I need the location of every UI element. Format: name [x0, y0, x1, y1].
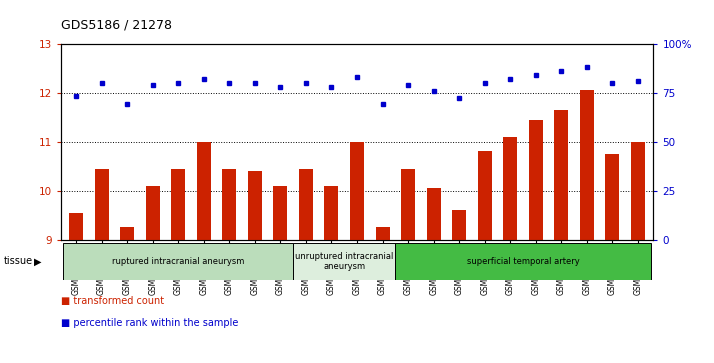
Bar — [401, 168, 415, 240]
Bar — [64, 243, 293, 280]
Bar — [605, 154, 620, 240]
Bar — [171, 168, 185, 240]
Bar — [248, 171, 262, 240]
Bar — [293, 243, 396, 280]
Bar — [426, 188, 441, 240]
Bar — [146, 185, 160, 240]
Text: ■ percentile rank within the sample: ■ percentile rank within the sample — [61, 318, 238, 328]
Bar — [452, 210, 466, 240]
Bar — [478, 151, 492, 240]
Text: ▶: ▶ — [34, 256, 42, 266]
Text: ruptured intracranial aneurysm: ruptured intracranial aneurysm — [112, 257, 244, 266]
Text: superficial temporal artery: superficial temporal artery — [467, 257, 579, 266]
Bar — [529, 119, 543, 240]
Bar — [273, 185, 288, 240]
Bar — [376, 227, 390, 240]
Bar — [350, 142, 364, 240]
Text: tissue: tissue — [4, 256, 33, 266]
Bar — [222, 168, 236, 240]
Text: ■ transformed count: ■ transformed count — [61, 296, 164, 306]
Bar — [554, 110, 568, 240]
Bar — [197, 142, 211, 240]
Bar — [299, 168, 313, 240]
Text: GDS5186 / 21278: GDS5186 / 21278 — [61, 18, 171, 31]
Bar — [503, 136, 517, 240]
Bar — [580, 90, 594, 240]
Text: unruptured intracranial
aneurysm: unruptured intracranial aneurysm — [295, 252, 393, 271]
Bar — [94, 168, 109, 240]
Bar — [69, 213, 83, 240]
Bar — [324, 185, 338, 240]
Bar — [396, 243, 650, 280]
Bar — [120, 227, 134, 240]
Bar — [631, 142, 645, 240]
